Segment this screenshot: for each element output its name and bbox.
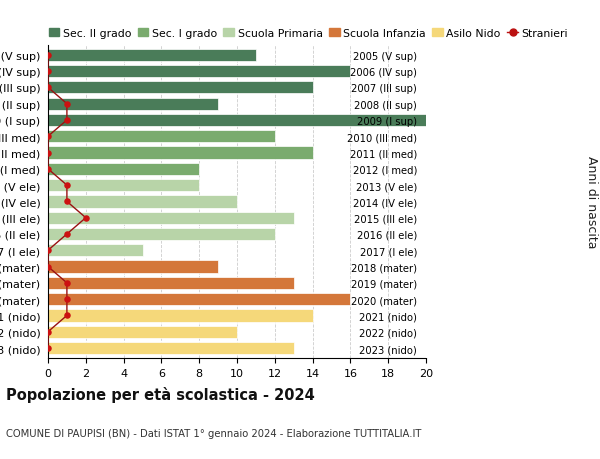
Bar bbox=[48, 261, 218, 273]
Point bbox=[43, 263, 53, 271]
Point bbox=[43, 166, 53, 173]
Text: Popolazione per età scolastica - 2024: Popolazione per età scolastica - 2024 bbox=[6, 386, 315, 403]
Point bbox=[43, 133, 53, 140]
Point bbox=[81, 214, 91, 222]
Bar bbox=[48, 66, 350, 78]
Bar bbox=[48, 131, 275, 143]
Bar bbox=[48, 293, 350, 306]
Text: COMUNE DI PAUPISI (BN) - Dati ISTAT 1° gennaio 2024 - Elaborazione TUTTITALIA.IT: COMUNE DI PAUPISI (BN) - Dati ISTAT 1° g… bbox=[6, 428, 421, 438]
Point bbox=[43, 328, 53, 336]
Bar bbox=[48, 245, 143, 257]
Bar bbox=[48, 212, 294, 224]
Point bbox=[62, 198, 72, 206]
Point bbox=[43, 345, 53, 352]
Bar bbox=[48, 179, 199, 192]
Bar bbox=[48, 342, 294, 354]
Point bbox=[43, 247, 53, 254]
Bar bbox=[48, 277, 294, 289]
Text: Anni di nascita: Anni di nascita bbox=[584, 156, 598, 248]
Bar bbox=[48, 50, 256, 62]
Point bbox=[62, 231, 72, 238]
Point bbox=[43, 52, 53, 59]
Legend: Sec. II grado, Sec. I grado, Scuola Primaria, Scuola Infanzia, Asilo Nido, Stran: Sec. II grado, Sec. I grado, Scuola Prim… bbox=[44, 24, 572, 43]
Bar bbox=[48, 82, 313, 94]
Point bbox=[62, 280, 72, 287]
Bar bbox=[48, 115, 426, 127]
Point bbox=[62, 312, 72, 319]
Point bbox=[43, 150, 53, 157]
Point bbox=[43, 68, 53, 76]
Point bbox=[62, 296, 72, 303]
Point bbox=[62, 101, 72, 108]
Bar bbox=[48, 196, 237, 208]
Point bbox=[43, 84, 53, 92]
Bar bbox=[48, 147, 313, 159]
Bar bbox=[48, 163, 199, 175]
Point bbox=[62, 182, 72, 190]
Bar bbox=[48, 229, 275, 241]
Bar bbox=[48, 310, 313, 322]
Bar bbox=[48, 326, 237, 338]
Point bbox=[62, 117, 72, 124]
Bar bbox=[48, 98, 218, 111]
